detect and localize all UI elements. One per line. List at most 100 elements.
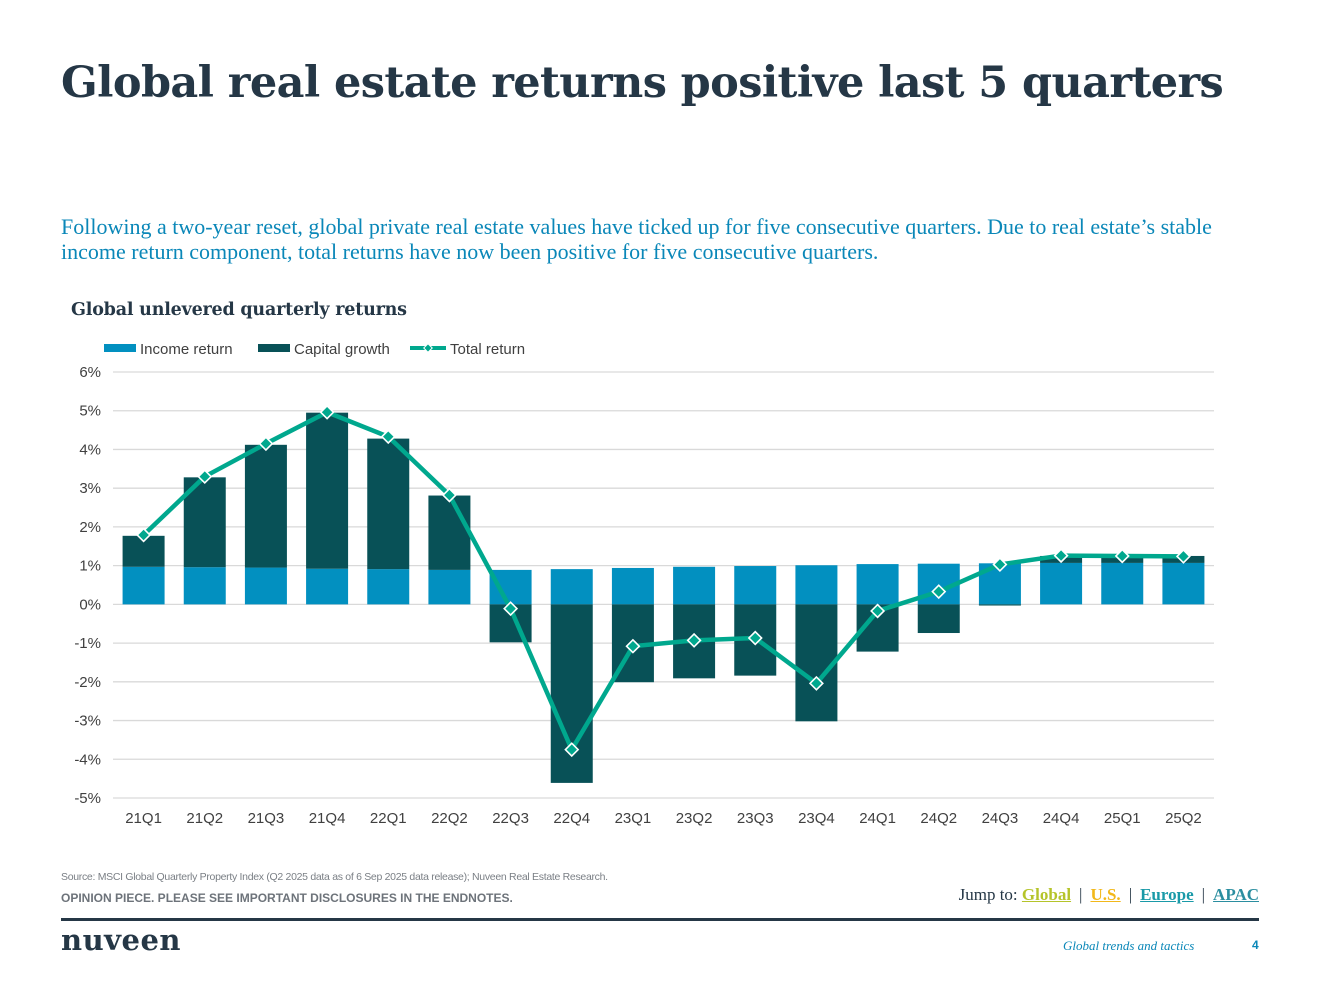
bar-capital-24Q3 [978, 604, 1021, 606]
legend-label: Capital growth [294, 341, 390, 358]
y-tick-label: 3% [79, 480, 101, 497]
total-return-point-23Q2 [686, 632, 702, 648]
page-subtitle: Following a two-year reset, global priva… [61, 214, 1212, 264]
jump-link-global[interactable]: Global [1021, 885, 1072, 904]
bar-income-22Q1 [367, 569, 410, 605]
x-tick-label: 24Q4 [1043, 810, 1080, 827]
bar-income-25Q1 [1101, 562, 1144, 605]
total-return-point-21Q4 [319, 404, 335, 420]
total-return-point-22Q2 [441, 487, 457, 503]
y-tick-label: 2% [79, 519, 101, 536]
x-tick-label: 24Q1 [859, 810, 896, 827]
bar-capital-22Q2 [428, 495, 471, 570]
bar-income-24Q4 [1040, 562, 1083, 605]
x-tick-label: 21Q1 [125, 810, 162, 827]
x-tick-label: 22Q2 [431, 810, 468, 827]
legend-swatch-income [104, 344, 136, 352]
bar-capital-21Q3 [244, 444, 287, 568]
bar-series [122, 412, 1205, 783]
jump-link-europe[interactable]: Europe [1140, 885, 1194, 904]
total-return-point-24Q2 [931, 584, 947, 600]
total-return-point-22Q3 [503, 601, 519, 617]
legend-marker-icon [423, 343, 433, 353]
y-tick-label: 0% [79, 596, 101, 613]
bar-income-23Q2 [673, 566, 716, 605]
total-return-point-24Q1 [870, 603, 886, 619]
y-tick-label: 6% [79, 364, 101, 381]
bar-income-21Q1 [122, 566, 165, 605]
bar-income-22Q2 [428, 569, 471, 605]
bar-income-21Q3 [244, 567, 287, 605]
jump-link-apac[interactable]: APAC [1213, 885, 1259, 904]
jump-link-us[interactable]: U.S. [1090, 885, 1121, 904]
total-return-point-22Q4 [564, 742, 580, 758]
bar-income-21Q4 [306, 568, 349, 605]
x-tick-label: 22Q3 [492, 810, 529, 827]
separator: | [1079, 885, 1083, 904]
footer-section-label: Global trends and tactics [1063, 938, 1195, 953]
total-return-point-21Q2 [197, 469, 213, 485]
total-return-point-25Q1 [1114, 548, 1130, 564]
bar-income-23Q3 [734, 566, 777, 605]
total-return-line [142, 410, 1184, 752]
y-tick-label: 4% [79, 441, 101, 458]
page-title: Global real estate returns positive last… [61, 58, 1224, 108]
chart-title: Global unlevered quarterly returns [71, 300, 407, 320]
total-return-point-22Q1 [380, 429, 396, 445]
y-tick-label: -2% [74, 674, 101, 691]
y-tick-label: 5% [79, 403, 101, 420]
bar-income-25Q2 [1162, 562, 1205, 605]
bar-capital-22Q1 [367, 438, 410, 570]
x-tick-label: 21Q2 [186, 810, 223, 827]
y-axis: 6% 5% 4% 3% 2% 1% 0% -1% -2% -3% -4% -5% [74, 364, 101, 807]
x-tick-label: 23Q1 [615, 810, 652, 827]
jump-to-label: Jump to: [958, 885, 1018, 904]
disclaimer: OPINION PIECE. PLEASE SEE IMPORTANT DISC… [61, 891, 513, 905]
total-return-point-21Q1 [136, 527, 152, 543]
bar-capital-24Q2 [917, 604, 960, 634]
total-return-point-24Q3 [992, 556, 1008, 572]
bar-capital-21Q4 [306, 412, 349, 569]
total-return-point-24Q4 [1053, 548, 1069, 564]
total-return-point-21Q3 [258, 436, 274, 452]
separator: | [1128, 885, 1133, 904]
bar-income-23Q4 [795, 565, 838, 605]
separator: | [1201, 885, 1206, 904]
chart-legend: Income return Capital growth Total return [104, 341, 525, 358]
x-tick-label: 24Q3 [982, 810, 1019, 827]
x-axis: 21Q1 21Q2 21Q3 21Q4 22Q1 22Q2 22Q3 22Q4 23Q1 23Q2… [125, 810, 1202, 827]
bar-income-21Q2 [183, 567, 226, 605]
x-tick-label: 21Q4 [309, 810, 346, 827]
total-return-point-23Q1 [625, 638, 641, 654]
y-tick-label: -4% [74, 751, 101, 768]
total-return-point-25Q2 [1175, 548, 1191, 564]
total-return-point-23Q4 [808, 675, 824, 691]
nuveen-logo: nuveen [61, 923, 182, 957]
bar-income-22Q4 [550, 569, 593, 605]
legend-swatch-capital [258, 344, 290, 352]
total-return-series [136, 404, 1191, 758]
y-tick-label: -5% [74, 790, 101, 807]
legend-label: Income return [140, 341, 233, 358]
jump-to-nav: Jump to: Global | U.S. | Europe | APAC [959, 885, 1259, 905]
x-tick-label: 24Q2 [920, 810, 957, 827]
bar-income-23Q1 [611, 567, 654, 605]
x-tick-label: 21Q3 [248, 810, 285, 827]
y-tick-label: -3% [74, 713, 101, 730]
returns-chart: Income return Capital growth Total return … [74, 341, 1214, 827]
x-tick-label: 23Q4 [798, 810, 835, 827]
bar-capital-23Q4 [795, 604, 838, 722]
bar-income-24Q1 [856, 564, 899, 605]
bar-income-22Q3 [489, 569, 532, 605]
y-tick-label: -1% [74, 635, 101, 652]
x-tick-label: 22Q4 [553, 810, 590, 827]
footer-divider [61, 918, 1259, 921]
chart-grid [113, 371, 1214, 799]
source-note: Source: MSCI Global Quarterly Property I… [61, 871, 608, 883]
y-tick-label: 1% [79, 558, 101, 575]
legend-label: Total return [450, 341, 525, 358]
x-tick-label: 23Q2 [676, 810, 713, 827]
page-number: 4 [1252, 938, 1259, 952]
x-tick-label: 25Q1 [1104, 810, 1141, 827]
x-tick-label: 25Q2 [1165, 810, 1202, 827]
